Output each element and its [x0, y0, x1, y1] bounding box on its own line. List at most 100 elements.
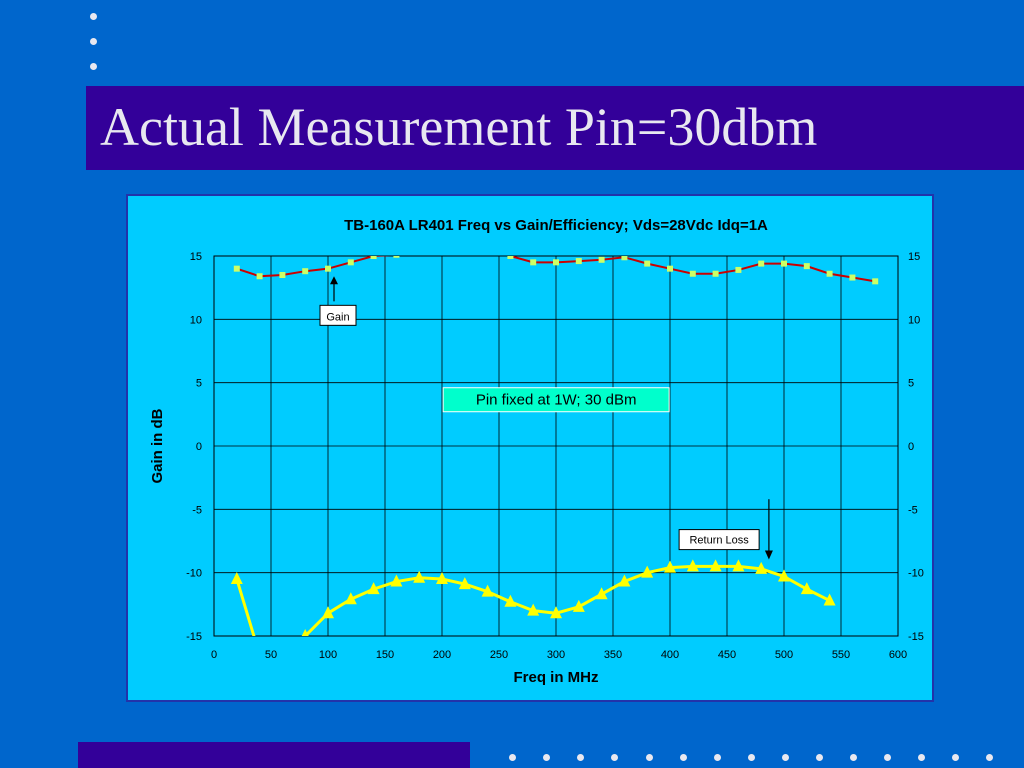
return-loss-point	[572, 599, 585, 612]
gain-point	[712, 270, 719, 277]
return-loss-point	[301, 629, 309, 636]
gain-label: Gain	[326, 311, 349, 323]
y-tick-label: -15	[186, 631, 202, 643]
bullet-dot	[646, 754, 653, 761]
gain-point	[416, 249, 422, 255]
bullet-dot	[611, 754, 618, 761]
return-loss-point	[367, 582, 380, 595]
y-tick-label: 10	[190, 314, 202, 326]
chart-title: TB-160A LR401 Freq vs Gain/Efficiency; V…	[344, 217, 768, 234]
bullet-dot	[748, 754, 755, 761]
gain-line	[236, 256, 392, 278]
gain-point	[439, 248, 445, 254]
x-tick-label: 550	[832, 649, 850, 661]
return-loss-point	[709, 559, 722, 572]
x-tick-label: 150	[376, 649, 394, 661]
gain-line	[510, 256, 876, 283]
gain-point	[256, 273, 263, 280]
gain-point	[781, 260, 787, 267]
return-loss-point	[641, 565, 654, 578]
bullet-dot	[816, 754, 823, 761]
y2-tick-label: -5	[908, 504, 918, 516]
return-loss-label-box	[678, 529, 760, 551]
x-tick-label: 50	[265, 649, 277, 661]
gain-point	[302, 268, 309, 275]
bottom-bar	[78, 742, 470, 768]
gain-point	[689, 270, 696, 277]
gain-point	[826, 270, 833, 277]
x-tick-label: 300	[547, 649, 565, 661]
gain-point	[667, 265, 673, 272]
x-tick-label: 0	[211, 649, 217, 661]
return-loss-point	[595, 587, 608, 600]
bullet-dot	[577, 754, 584, 761]
x-tick-label: 350	[604, 649, 622, 661]
y-tick-label: -5	[192, 504, 202, 516]
bullet-dot	[509, 754, 516, 761]
x-tick-label: 100	[319, 649, 337, 661]
title-bar	[86, 86, 1024, 170]
gain-point	[803, 263, 810, 270]
y-axis-label: Gain in dB	[149, 408, 166, 483]
gain-point	[849, 274, 856, 281]
gain-point	[279, 272, 286, 278]
y2-tick-label: -15	[908, 631, 924, 643]
chart-panel: 15 10 5 0 -5 -10 -15 15 10 5 0 -5 -10 -15 0 50 100 150 200…	[126, 194, 934, 702]
y-tick-label: -10	[186, 568, 202, 580]
y-tick-label: 15	[190, 251, 202, 263]
plot-border	[213, 255, 899, 637]
y2-tick-label: 10	[908, 314, 920, 326]
return-loss-point	[664, 560, 676, 573]
return-loss-point	[823, 593, 836, 606]
x-tick-label: 400	[661, 649, 679, 661]
gain-point	[370, 256, 377, 259]
return-loss-point	[436, 572, 448, 584]
x-axis-label: Freq in MHz	[514, 669, 599, 686]
gain-point	[872, 278, 879, 285]
return-loss-point	[230, 572, 243, 584]
gain-point	[393, 256, 400, 258]
return-loss-point	[458, 577, 471, 590]
gain-point	[644, 260, 651, 267]
return-loss-point	[413, 570, 426, 583]
gain-point	[530, 259, 537, 266]
bullet-dot	[952, 754, 959, 761]
return-loss-point	[732, 559, 745, 572]
return-loss-point	[778, 569, 790, 582]
bullet-dot	[986, 754, 993, 761]
y2-tick-label: -10	[908, 568, 924, 580]
gain-point	[325, 265, 331, 272]
y2-tick-label: 15	[908, 251, 920, 263]
bullet-dot	[714, 754, 721, 761]
plot-series-group	[230, 248, 879, 636]
bullet-dot	[918, 754, 925, 761]
return-loss-point	[481, 584, 494, 597]
return-loss-point	[504, 594, 517, 607]
bullet-dot	[543, 754, 550, 761]
x-tick-label: 600	[889, 649, 907, 661]
return-loss-point	[344, 592, 357, 605]
y2-tick-label: 5	[908, 378, 914, 390]
gain-point	[575, 258, 582, 265]
return-loss-arrow-head	[764, 550, 773, 560]
bullet-dot	[850, 754, 857, 761]
bullet-dot	[90, 38, 97, 45]
return-loss-point	[686, 559, 699, 572]
gain-point	[233, 265, 240, 272]
gain-label-box	[319, 304, 357, 326]
note-box	[442, 387, 670, 413]
gain-point	[347, 259, 354, 266]
gain-point	[758, 260, 765, 267]
bullet-dot	[90, 63, 97, 70]
bullet-dot	[90, 13, 97, 20]
return-loss-point	[322, 606, 334, 619]
return-loss-point	[550, 606, 562, 619]
gain-point	[507, 256, 514, 259]
return-loss-point	[618, 574, 631, 587]
gain-point	[621, 256, 628, 261]
gain-point	[553, 259, 559, 266]
gain-point	[598, 256, 605, 263]
return-loss-label: Return Loss	[689, 535, 749, 547]
x-tick-label: 450	[718, 649, 736, 661]
